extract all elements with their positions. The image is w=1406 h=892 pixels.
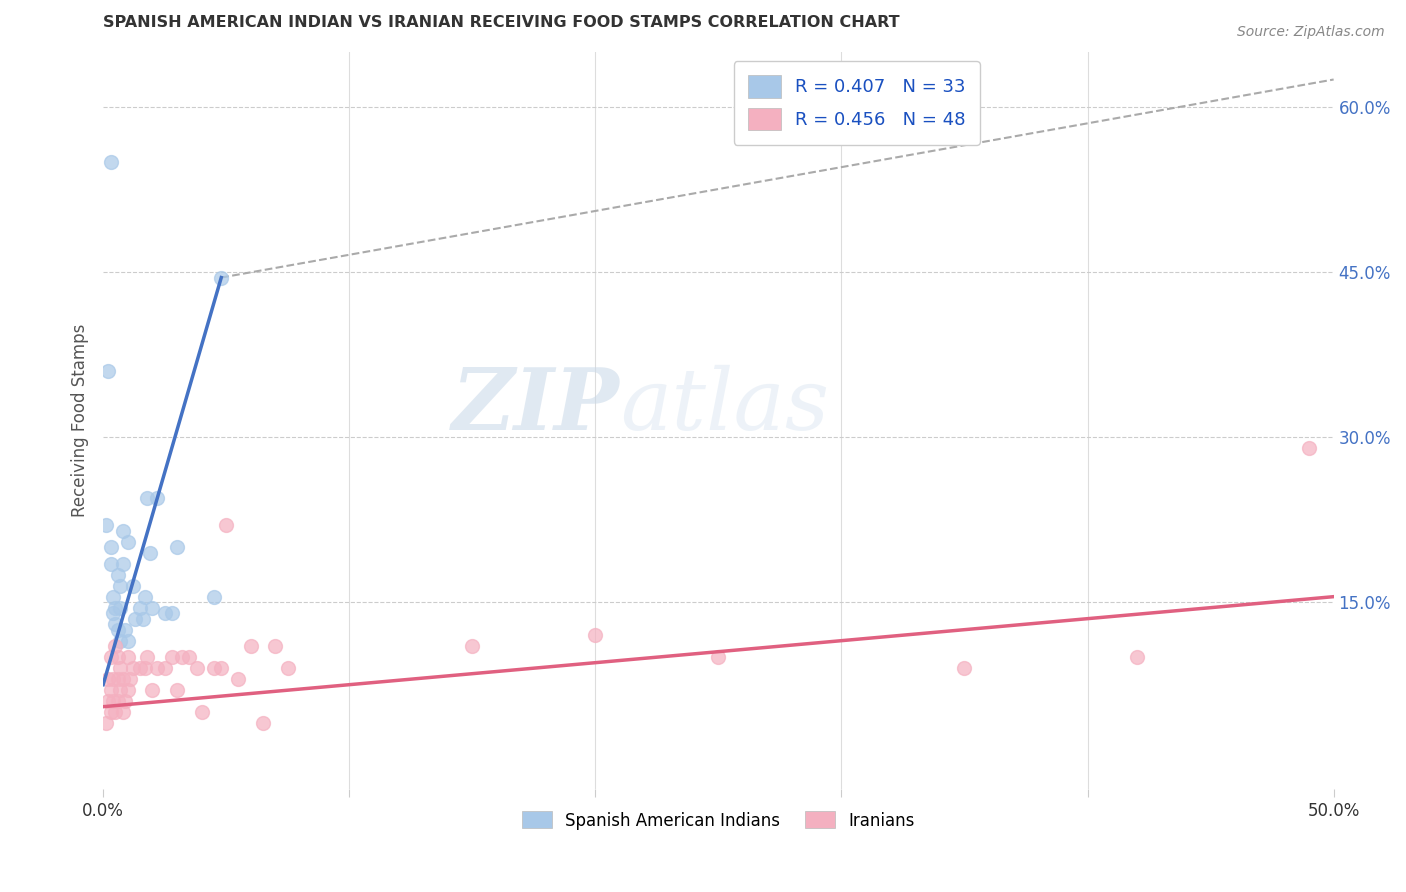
Point (100, 650, 122, 665)
Point (153, 606, 176, 620)
Point (124, 612, 146, 626)
Point (97, 364, 120, 378)
Point (110, 633, 132, 648)
Point (583, 628, 606, 642)
Point (114, 694, 136, 708)
Point (129, 600, 152, 615)
Point (107, 672, 129, 686)
Point (101, 694, 124, 708)
Point (146, 661, 169, 675)
Point (179, 650, 201, 665)
Point (190, 705, 212, 719)
Point (107, 694, 129, 708)
Point (114, 623, 136, 637)
Point (100, 557, 122, 571)
Point (100, 705, 122, 719)
Point (110, 661, 132, 675)
Point (252, 716, 274, 731)
Point (121, 661, 143, 675)
Point (110, 600, 132, 615)
Text: ZIP: ZIP (453, 364, 620, 448)
Point (228, 672, 250, 686)
Point (107, 623, 129, 637)
Point (141, 683, 163, 698)
Point (166, 540, 188, 554)
Point (117, 650, 139, 665)
Point (215, 518, 238, 533)
Point (117, 534, 139, 549)
Y-axis label: Receiving Food Stamps: Receiving Food Stamps (72, 324, 89, 517)
Point (110, 579, 132, 593)
Point (120, 672, 142, 686)
Point (104, 600, 127, 615)
Point (136, 491, 159, 505)
Text: SPANISH AMERICAN INDIAN VS IRANIAN RECEIVING FOOD STAMPS CORRELATION CHART: SPANISH AMERICAN INDIAN VS IRANIAN RECEI… (103, 15, 900, 30)
Text: atlas: atlas (620, 365, 830, 447)
Point (100, 540, 122, 554)
Point (202, 661, 225, 675)
Point (707, 650, 730, 665)
Legend: Spanish American Indians, Iranians: Spanish American Indians, Iranians (515, 805, 921, 836)
Point (111, 672, 134, 686)
Point (160, 650, 183, 665)
Point (186, 661, 208, 675)
Point (94, 716, 117, 731)
Point (107, 650, 129, 665)
Point (136, 650, 159, 665)
Text: Source: ZipAtlas.com: Source: ZipAtlas.com (1237, 25, 1385, 39)
Point (117, 633, 139, 648)
Point (111, 557, 134, 571)
Point (129, 661, 152, 675)
Point (153, 661, 176, 675)
Point (277, 661, 299, 675)
Point (134, 661, 156, 675)
Point (209, 270, 232, 285)
Point (131, 612, 153, 626)
Point (101, 672, 124, 686)
Point (139, 546, 162, 560)
Point (134, 590, 156, 604)
Point (111, 705, 134, 719)
Point (100, 683, 122, 698)
Point (141, 600, 163, 615)
Point (97, 672, 120, 686)
Point (461, 639, 484, 653)
Point (104, 617, 127, 632)
Point (264, 639, 287, 653)
Point (100, 155, 122, 169)
Point (107, 567, 129, 582)
Point (209, 661, 232, 675)
Point (146, 491, 169, 505)
Point (160, 606, 183, 620)
Point (1298, 441, 1320, 455)
Point (166, 683, 188, 698)
Point (104, 705, 127, 719)
Point (117, 683, 139, 698)
Point (111, 524, 134, 538)
Point (110, 683, 132, 698)
Point (121, 579, 143, 593)
Point (101, 606, 124, 620)
Point (94, 518, 117, 533)
Point (170, 650, 193, 665)
Point (202, 590, 225, 604)
Point (101, 590, 124, 604)
Point (1126, 650, 1149, 665)
Point (239, 639, 262, 653)
Point (104, 639, 127, 653)
Point (97, 694, 120, 708)
Point (953, 661, 976, 675)
